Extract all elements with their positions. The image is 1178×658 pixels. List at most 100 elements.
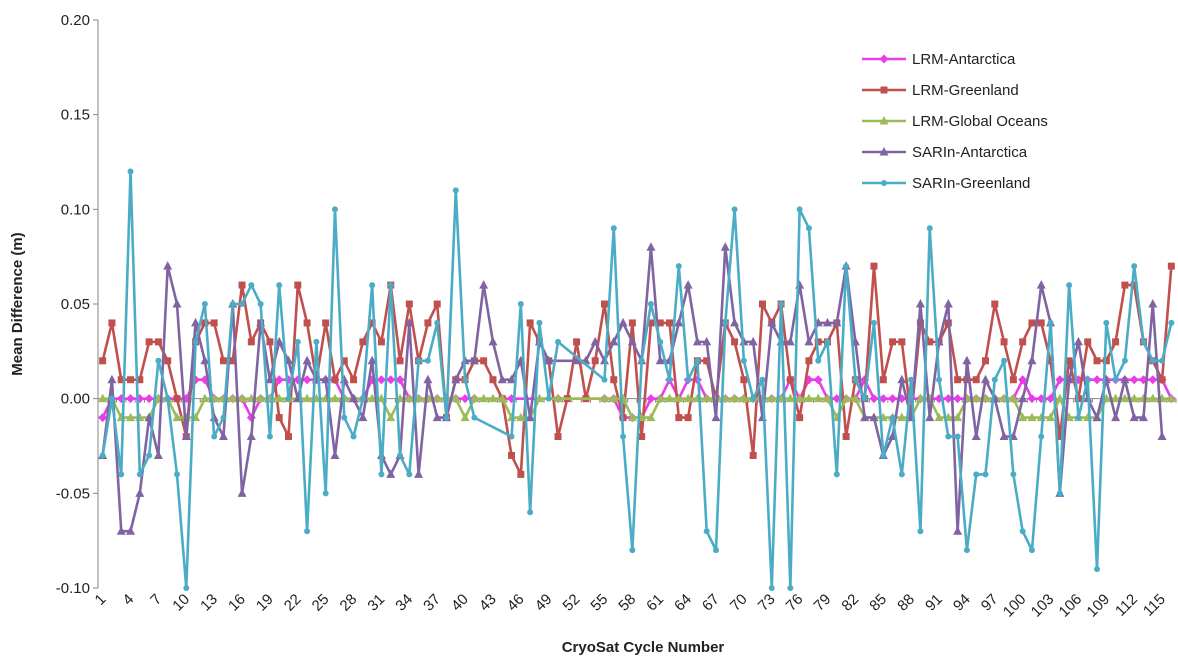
data-point-sarin-greenland <box>304 528 311 535</box>
data-point-sarin-greenland <box>266 433 273 440</box>
data-point-sarin-greenland <box>322 490 329 497</box>
data-point-sarin-greenland <box>183 585 190 591</box>
data-point-lrm-global-oceans <box>627 412 637 422</box>
x-tick-label: 76 <box>783 591 807 615</box>
data-point-lrm-greenland <box>173 395 181 403</box>
data-point-lrm-greenland <box>591 357 599 365</box>
data-point-sarin-antarctica <box>479 280 489 289</box>
data-point-lrm-greenland <box>898 338 906 346</box>
data-point-lrm-antarctica <box>813 375 823 385</box>
data-point-lrm-antarctica <box>1018 375 1028 385</box>
data-point-lrm-global-oceans <box>534 393 544 403</box>
data-point-sarin-greenland <box>824 338 831 345</box>
data-point-sarin-greenland <box>712 547 719 554</box>
y-tick-label: 0.20 <box>61 12 90 29</box>
data-point-sarin-greenland <box>703 528 710 535</box>
data-point-sarin-greenland <box>211 433 218 440</box>
data-point-lrm-greenland <box>731 338 739 346</box>
data-point-lrm-global-oceans <box>553 393 563 403</box>
x-tick-label: 46 <box>504 591 528 615</box>
data-point-lrm-greenland <box>1028 319 1036 327</box>
data-point-lrm-global-oceans <box>98 393 108 403</box>
y-tick-label: 0.15 <box>61 107 90 124</box>
data-point-sarin-antarctica <box>107 374 117 384</box>
data-point-lrm-greenland <box>814 338 822 346</box>
x-tick-label: 112 <box>1112 591 1141 620</box>
data-point-sarin-antarctica <box>618 317 628 327</box>
data-point-lrm-greenland <box>740 376 748 384</box>
data-point-sarin-greenland <box>257 301 264 307</box>
data-point-sarin-antarctica <box>126 526 136 535</box>
data-point-sarin-antarctica <box>823 317 833 327</box>
data-point-sarin-greenland <box>629 547 636 554</box>
series-sarin-greenland <box>99 168 1175 591</box>
data-point-sarin-antarctica <box>860 412 870 422</box>
data-point-sarin-greenland <box>675 263 682 270</box>
x-tick-label: 34 <box>392 591 416 615</box>
data-point-lrm-greenland <box>1121 281 1129 289</box>
data-point-lrm-global-oceans <box>785 393 795 403</box>
data-point-sarin-greenland <box>1010 471 1017 478</box>
data-point-lrm-greenland <box>229 357 237 365</box>
legend-label-lrm-greenland: LRM-Greenland <box>912 82 1019 99</box>
data-point-sarin-greenland <box>555 338 562 345</box>
data-point-lrm-global-oceans <box>469 393 479 403</box>
data-point-lrm-global-oceans <box>739 393 749 403</box>
data-point-lrm-global-oceans <box>516 412 526 422</box>
data-point-sarin-antarctica <box>386 469 396 478</box>
data-point-sarin-greenland <box>387 282 394 289</box>
data-point-sarin-greenland <box>796 206 803 213</box>
data-point-lrm-greenland <box>1074 395 1082 403</box>
data-point-sarin-greenland <box>369 282 376 289</box>
data-point-sarin-antarctica <box>1129 412 1139 422</box>
data-point-lrm-greenland <box>1084 338 1092 346</box>
data-point-sarin-antarctica <box>646 242 656 251</box>
data-point-lrm-greenland <box>889 338 897 346</box>
data-point-lrm-global-oceans <box>953 412 963 422</box>
data-point-sarin-greenland <box>108 395 115 402</box>
data-point-sarin-greenland <box>1056 490 1063 497</box>
data-point-lrm-global-oceans <box>804 393 814 403</box>
data-point-sarin-antarctica <box>423 374 433 384</box>
data-point-sarin-greenland <box>536 319 543 326</box>
data-point-lrm-global-oceans <box>302 393 312 403</box>
data-point-lrm-global-oceans <box>1120 393 1130 403</box>
data-point-sarin-greenland <box>1140 338 1147 345</box>
data-point-sarin-antarctica <box>730 317 740 327</box>
data-point-sarin-antarctica <box>330 450 340 459</box>
data-point-lrm-greenland <box>1065 357 1073 365</box>
data-point-lrm-antarctica <box>1148 375 1158 385</box>
data-point-sarin-antarctica <box>525 412 535 422</box>
data-point-sarin-greenland <box>917 528 924 535</box>
data-point-lrm-global-oceans <box>813 393 823 403</box>
data-point-sarin-greenland <box>285 395 292 402</box>
data-point-lrm-greenland <box>786 376 794 384</box>
data-point-sarin-antarctica <box>181 431 191 441</box>
data-point-lrm-global-oceans <box>915 393 925 403</box>
data-point-sarin-greenland <box>610 225 617 232</box>
data-point-sarin-greenland <box>778 301 785 307</box>
x-tick-label: 82 <box>838 591 862 615</box>
y-tick-label: -0.10 <box>56 580 90 597</box>
legend-marker-sarin-greenland <box>881 180 887 186</box>
data-point-sarin-greenland <box>1094 566 1101 573</box>
data-point-sarin-greenland <box>294 338 301 345</box>
data-point-sarin-antarctica <box>953 526 963 535</box>
data-point-lrm-greenland <box>303 319 311 327</box>
data-point-sarin-greenland <box>462 376 469 383</box>
data-point-lrm-greenland <box>108 319 116 327</box>
data-point-sarin-antarctica <box>153 450 163 459</box>
data-point-sarin-antarctica <box>655 355 665 365</box>
data-point-sarin-greenland <box>945 433 952 440</box>
data-point-sarin-greenland <box>118 471 125 478</box>
data-point-sarin-greenland <box>685 376 692 383</box>
x-tick-label: 85 <box>866 591 890 615</box>
data-point-lrm-greenland <box>210 319 218 327</box>
data-point-sarin-greenland <box>173 471 180 478</box>
x-tick-label: 28 <box>337 591 361 615</box>
data-point-sarin-greenland <box>545 395 552 402</box>
x-tick-label: 16 <box>225 591 249 615</box>
data-point-lrm-greenland <box>350 376 358 384</box>
data-point-lrm-global-oceans <box>126 412 136 422</box>
data-point-sarin-greenland <box>898 471 905 478</box>
